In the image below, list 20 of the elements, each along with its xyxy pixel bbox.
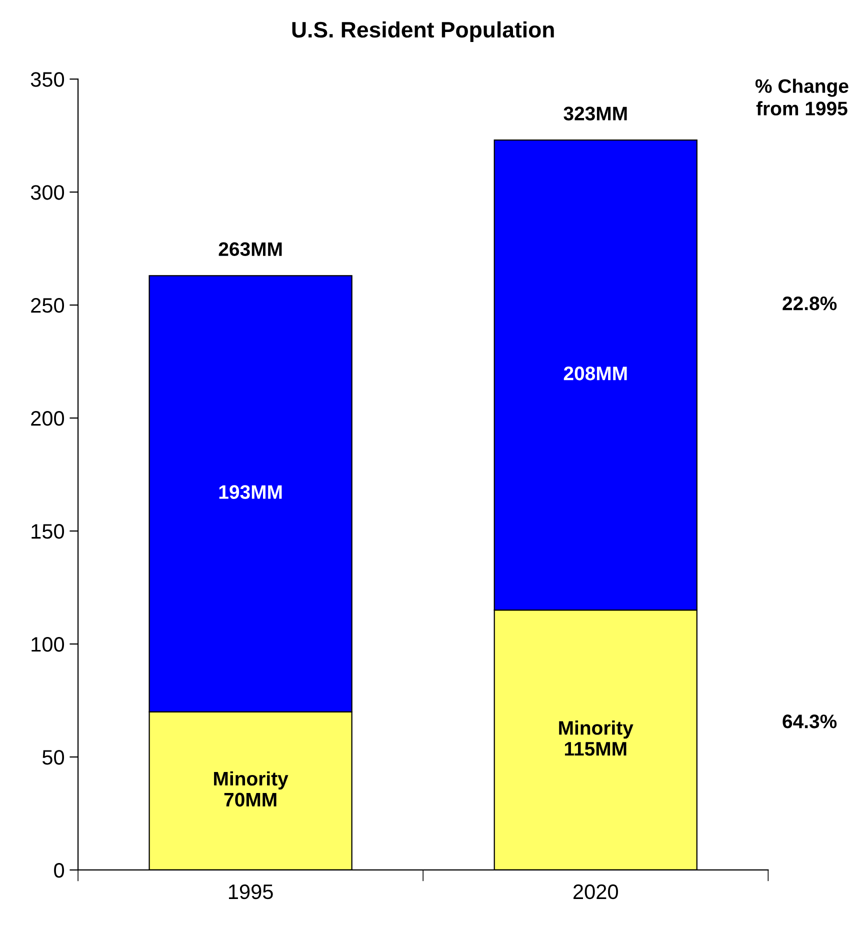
y-tick-label: 250 xyxy=(31,298,64,313)
y-tick-label: 300 xyxy=(30,185,64,200)
annotation: % Change from 1995 xyxy=(755,78,848,116)
chart-title: U.S. Resident Population xyxy=(292,21,554,42)
total-label: 323MM xyxy=(564,106,627,120)
data-label: Minority 70MM xyxy=(214,771,288,807)
y-tick-label: 50 xyxy=(42,750,64,765)
data-label: 193MM xyxy=(219,485,282,499)
y-tick-label: 0 xyxy=(54,862,64,878)
data-label: 208MM xyxy=(564,366,627,380)
data-label: Minority 115MM xyxy=(559,720,634,756)
x-tick-label: 2020 xyxy=(574,884,618,900)
y-tick-label: 350 xyxy=(30,72,64,87)
text: 22.8% xyxy=(782,296,837,310)
text: 64.3% xyxy=(782,714,837,728)
y-tick-label: 200 xyxy=(31,411,64,426)
x-tick-label: 1995 xyxy=(228,884,273,900)
y-tick-label: 150 xyxy=(32,524,64,539)
total-label: 263MM xyxy=(218,242,282,256)
y-tick-label: 100 xyxy=(32,637,64,652)
